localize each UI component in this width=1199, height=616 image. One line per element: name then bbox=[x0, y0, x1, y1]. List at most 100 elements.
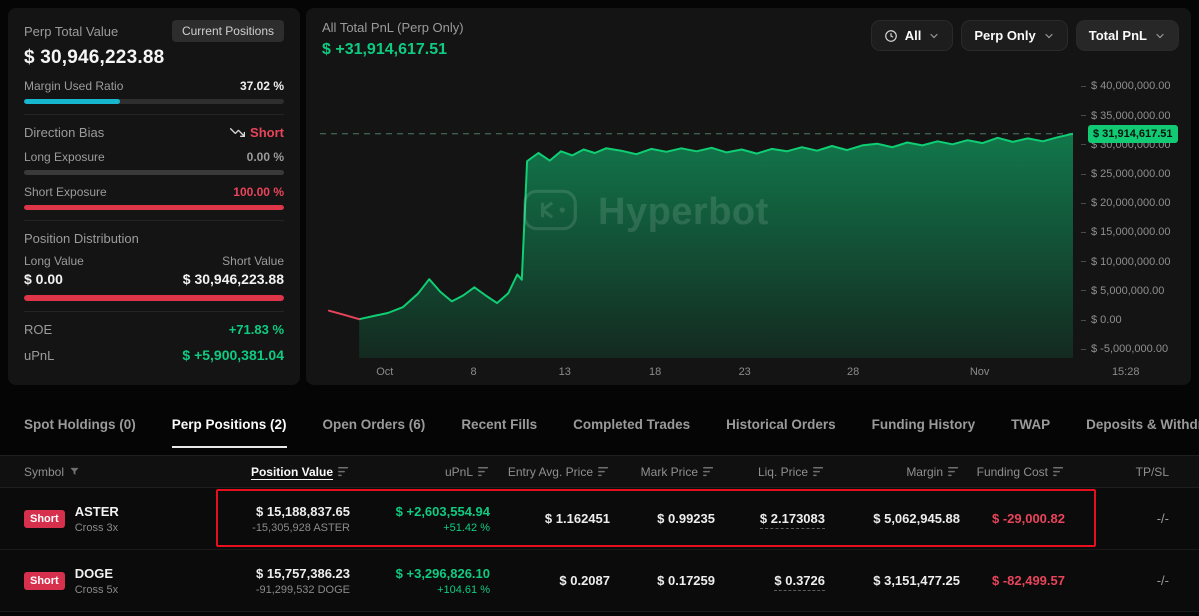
sort-icon[interactable] bbox=[813, 466, 825, 477]
tab-deposits-withdrawals[interactable]: Deposits & Withdrawals bbox=[1086, 416, 1199, 432]
col-header-funding-cost[interactable]: Funding Cost bbox=[960, 465, 1065, 479]
col-header-tpsl: TP/SL bbox=[1065, 465, 1199, 479]
mark-price: $ 0.17259 bbox=[657, 572, 715, 588]
sort-icon[interactable] bbox=[478, 466, 490, 477]
scope-dropdown[interactable]: Perp Only bbox=[961, 20, 1068, 51]
tab-recent-fills[interactable]: Recent Fills bbox=[461, 416, 538, 432]
chevron-down-icon bbox=[1154, 30, 1166, 42]
distribution-bar-fill bbox=[24, 295, 284, 301]
upnl-value: $ +3,296,826.10 bbox=[395, 565, 490, 581]
divider bbox=[24, 220, 284, 221]
sort-icon[interactable] bbox=[1053, 466, 1065, 477]
long-exposure-bar bbox=[24, 170, 284, 175]
tab-completed-trades[interactable]: Completed Trades bbox=[573, 416, 691, 432]
clock-icon bbox=[884, 29, 898, 43]
col-header-liq-price[interactable]: Liq. Price bbox=[715, 465, 825, 479]
sort-icon[interactable] bbox=[338, 466, 350, 477]
short-value: $ 30,946,223.88 bbox=[182, 271, 284, 287]
position-size: -15,305,928 ASTER bbox=[252, 521, 350, 534]
col-header-upnl[interactable]: uPnL bbox=[350, 465, 490, 479]
position-row-aster[interactable]: Short ASTER Cross 3x $ 15,188,837.65 -15… bbox=[0, 488, 1199, 550]
long-exposure-value: 0.00 % bbox=[246, 150, 284, 164]
position-value: $ 15,188,837.65 bbox=[256, 503, 350, 519]
tabs-bar: Spot Holdings (0) Perp Positions (2) Open … bbox=[0, 402, 1199, 448]
col-header-position-value[interactable]: Position Value bbox=[220, 465, 350, 479]
symbol-name: DOGE bbox=[74, 565, 114, 581]
time-range-value: All bbox=[904, 28, 922, 43]
col-header-label: Entry Avg. Price bbox=[507, 464, 593, 479]
short-value-label: Short Value bbox=[222, 254, 284, 268]
liq-price: $ 2.173083 bbox=[759, 510, 825, 529]
perp-total-value-label: Perp Total Value bbox=[24, 23, 119, 39]
current-positions-badge[interactable]: Current Positions bbox=[171, 20, 284, 42]
col-header-label: Symbol bbox=[24, 464, 65, 479]
margin-used-bar bbox=[24, 99, 284, 104]
tab-historical-orders[interactable]: Historical Orders bbox=[726, 416, 836, 432]
margin-used-bar-fill bbox=[24, 99, 121, 104]
direction-bias-label: Direction Bias bbox=[24, 125, 105, 140]
col-header-margin[interactable]: Margin bbox=[825, 465, 960, 479]
short-exposure-label: Short Exposure bbox=[24, 185, 107, 199]
x-axis-tick: Oct bbox=[376, 366, 394, 378]
tab-perp-positions-2[interactable]: Perp Positions (2) bbox=[171, 402, 287, 448]
x-axis-tick: Nov bbox=[969, 366, 990, 378]
trending-down-icon bbox=[230, 125, 246, 140]
symbol-name: ASTER bbox=[74, 503, 119, 519]
y-axis-tick: $ 15,000,000.00 bbox=[1081, 226, 1171, 238]
tab-open-orders-6[interactable]: Open Orders (6) bbox=[322, 416, 426, 432]
sort-icon[interactable] bbox=[948, 466, 960, 477]
time-range-dropdown[interactable]: All bbox=[870, 20, 954, 51]
margin-used-label: Margin Used Ratio bbox=[24, 79, 124, 93]
position-row-doge[interactable]: Short DOGE Cross 5x $ 15,757,386.23 -91,… bbox=[0, 550, 1199, 612]
chevron-down-icon bbox=[1043, 30, 1055, 42]
short-exposure-bar bbox=[24, 205, 284, 210]
y-axis-tick: $ 35,000,000.00 bbox=[1081, 110, 1171, 122]
liq-price: $ 0.3726 bbox=[774, 572, 825, 591]
y-axis-tick: $ 10,000,000.00 bbox=[1081, 256, 1171, 268]
positions-table-header: Symbol Position Value uPnL Entry Avg. Pr… bbox=[0, 455, 1199, 488]
col-header-label: Margin bbox=[906, 464, 943, 479]
x-axis-tick: 8 bbox=[470, 366, 477, 378]
y-axis-tick: $ 25,000,000.00 bbox=[1081, 168, 1171, 180]
tpsl-value: -/- bbox=[1156, 510, 1169, 526]
long-exposure-label: Long Exposure bbox=[24, 150, 105, 164]
tab-twap[interactable]: TWAP bbox=[1011, 416, 1051, 432]
col-header-label: Position Value bbox=[250, 464, 333, 479]
col-header-symbol[interactable]: Symbol bbox=[0, 465, 220, 479]
filter-icon[interactable] bbox=[69, 466, 80, 477]
chart-title: All Total PnL (Perp Only) bbox=[322, 20, 464, 35]
upnl-percent: +51.42 % bbox=[443, 521, 490, 534]
chart-total-pnl-value: $ +31,914,617.51 bbox=[322, 41, 448, 58]
metric-dropdown[interactable]: Total PnL bbox=[1075, 20, 1179, 51]
metric-value: Total PnL bbox=[1088, 28, 1147, 43]
perp-summary-panel: Perp Total Value Current Positions $ 30,… bbox=[8, 8, 300, 385]
side-badge: Short bbox=[24, 571, 65, 590]
direction-bias-value: Short bbox=[250, 125, 284, 140]
position-distribution-label: Position Distribution bbox=[24, 231, 139, 246]
col-header-mark-price[interactable]: Mark Price bbox=[610, 465, 715, 479]
tab-funding-history[interactable]: Funding History bbox=[871, 416, 976, 432]
col-header-entry-price[interactable]: Entry Avg. Price bbox=[490, 465, 610, 479]
upnl-value-summary: $ +5,900,381.04 bbox=[182, 347, 284, 363]
x-axis-tick: 28 bbox=[846, 366, 860, 378]
col-header-label: Mark Price bbox=[640, 464, 698, 479]
scope-value: Perp Only bbox=[974, 28, 1036, 43]
y-axis-tick: $ 5,000,000.00 bbox=[1081, 285, 1164, 297]
divider bbox=[24, 311, 284, 312]
sort-icon[interactable] bbox=[703, 466, 715, 477]
entry-price: $ 1.162451 bbox=[544, 510, 610, 526]
upnl-percent: +104.61 % bbox=[437, 583, 490, 596]
upnl-value: $ +2,603,554.94 bbox=[395, 503, 490, 519]
short-exposure-value: 100.00 % bbox=[233, 185, 284, 199]
roe-label: ROE bbox=[24, 322, 53, 337]
pnl-chart-panel: All Total PnL (Perp Only) $ +31,914,617.… bbox=[306, 8, 1191, 385]
tab-spot-holdings-0[interactable]: Spot Holdings (0) bbox=[24, 416, 136, 432]
margin-value: $ 5,062,945.88 bbox=[873, 510, 960, 526]
y-axis-tick: $ -5,000,000.00 bbox=[1081, 343, 1168, 355]
side-badge: Short bbox=[24, 509, 65, 528]
col-header-label: TP/SL bbox=[1135, 464, 1169, 479]
distribution-bar bbox=[24, 295, 284, 301]
tpsl-value: -/- bbox=[1156, 572, 1169, 588]
sort-icon[interactable] bbox=[598, 466, 610, 477]
y-axis-tick: $ 40,000,000.00 bbox=[1081, 80, 1171, 92]
